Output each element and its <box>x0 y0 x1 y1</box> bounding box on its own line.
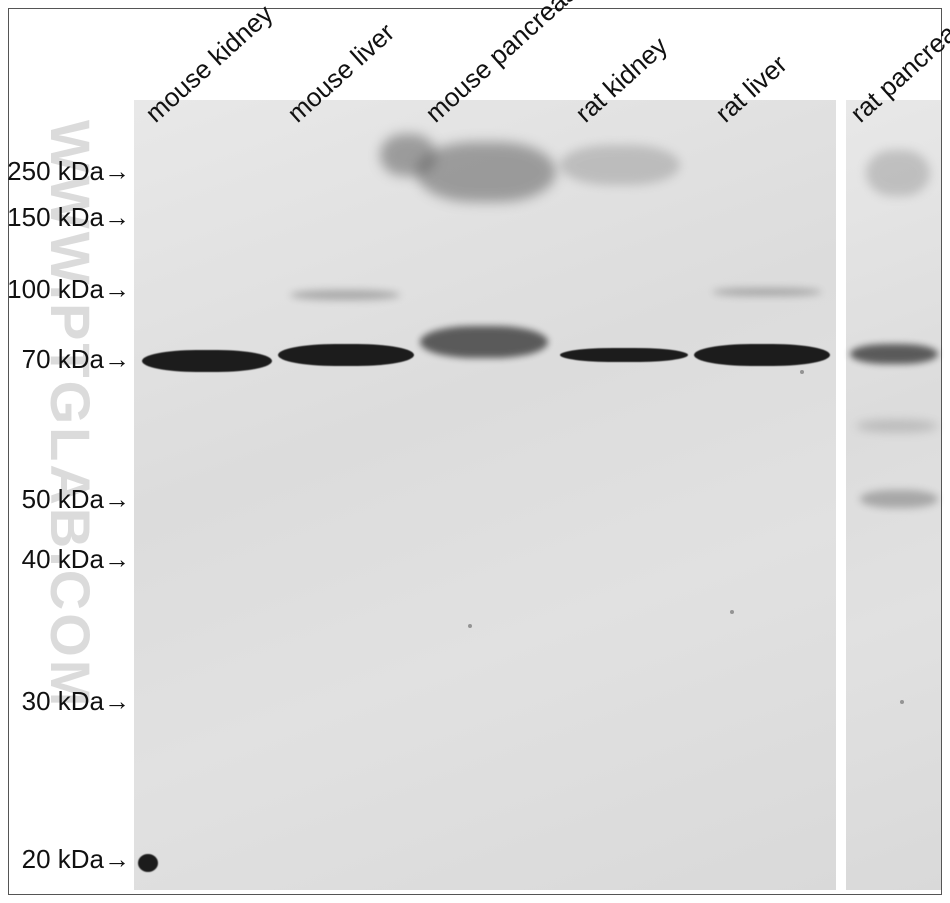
band-lane0-70kda <box>142 350 272 372</box>
band-lane1-95kda <box>290 290 400 300</box>
film-speck <box>730 610 734 614</box>
mw-label-40: 40 kDa→ <box>0 544 130 575</box>
mw-label-30: 30 kDa→ <box>0 686 130 717</box>
film-speck <box>900 700 904 704</box>
band-lane1-250kda-smear <box>380 134 436 176</box>
band-lane0-20kda-dot <box>138 854 158 872</box>
band-lane1-70kda <box>278 344 414 366</box>
mw-label-20: 20 kDa→ <box>0 844 130 875</box>
band-lane2-200kda-smear <box>416 142 556 202</box>
mw-label-50: 50 kDa→ <box>0 484 130 515</box>
film-speck <box>800 370 804 374</box>
band-lane4-95kda <box>712 288 822 296</box>
band-lane5-200kda-smear <box>866 150 930 196</box>
band-lane5-60kda <box>856 420 938 432</box>
western-blot-figure: WWW.PTGLAB.COM mouse kidney mouse liver … <box>0 0 950 903</box>
mw-label-250: 250 kDa→ <box>0 156 130 187</box>
mw-label-100: 100 kDa→ <box>0 274 130 305</box>
mw-label-150: 150 kDa→ <box>0 202 130 233</box>
band-lane3-200kda-smear <box>560 145 680 185</box>
blot-panel-main <box>134 100 836 890</box>
panel-gap <box>836 100 846 890</box>
mw-label-70: 70 kDa→ <box>0 344 130 375</box>
band-lane4-70kda <box>694 344 830 366</box>
film-speck <box>468 624 472 628</box>
band-lane5-70kda <box>850 344 938 364</box>
band-lane2-75kda <box>420 326 548 358</box>
band-lane5-50kda <box>860 490 938 508</box>
band-lane3-70kda <box>560 348 688 362</box>
